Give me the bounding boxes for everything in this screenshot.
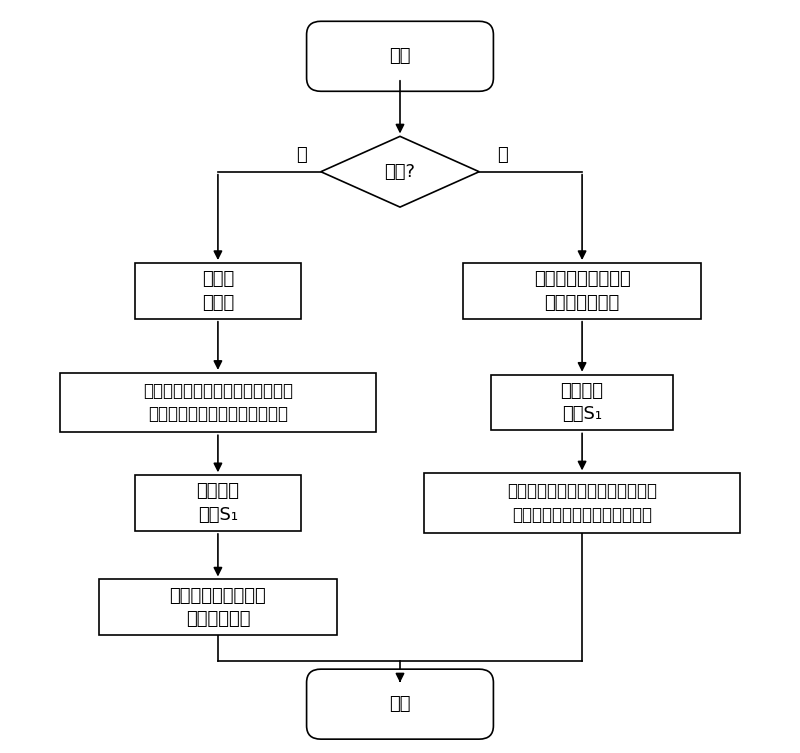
Text: 在输出电压过零点切换电容基准电
流至独立模式下的电容基准电流: 在输出电压过零点切换电容基准电 流至独立模式下的电容基准电流 <box>507 482 657 524</box>
Text: 断开并网
开关S₁: 断开并网 开关S₁ <box>561 382 603 423</box>
Text: 否: 否 <box>498 146 508 164</box>
Text: 闭合并网
开关S₁: 闭合并网 开关S₁ <box>197 482 239 524</box>
Bar <box>134 263 301 319</box>
Text: 并网?: 并网? <box>385 163 415 181</box>
Text: 基准电流在电网电压
过零点减小至零: 基准电流在电网电压 过零点减小至零 <box>534 270 630 312</box>
Text: 结束: 结束 <box>390 695 410 713</box>
Text: 在输出电压过零点切换电容基准电
流至并网模式下的电容基准电流: 在输出电压过零点切换电容基准电 流至并网模式下的电容基准电流 <box>143 382 293 423</box>
Text: 开始: 开始 <box>390 47 410 66</box>
Text: 输出电
压同步: 输出电 压同步 <box>202 270 234 312</box>
Bar <box>463 263 701 319</box>
Bar <box>99 579 337 636</box>
FancyBboxPatch shape <box>306 21 494 91</box>
Bar <box>491 375 673 431</box>
Text: 将基准电流由零逐渐
增加至额定值: 将基准电流由零逐渐 增加至额定值 <box>170 587 266 628</box>
Bar <box>424 474 741 533</box>
Bar <box>134 475 301 531</box>
Bar <box>59 373 376 432</box>
FancyBboxPatch shape <box>306 669 494 739</box>
Text: 是: 是 <box>296 146 306 164</box>
Polygon shape <box>321 136 479 207</box>
